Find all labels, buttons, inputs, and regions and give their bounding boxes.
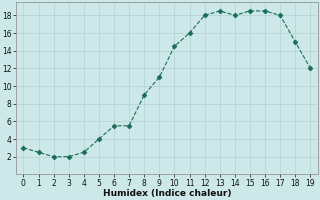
- X-axis label: Humidex (Indice chaleur): Humidex (Indice chaleur): [103, 189, 231, 198]
